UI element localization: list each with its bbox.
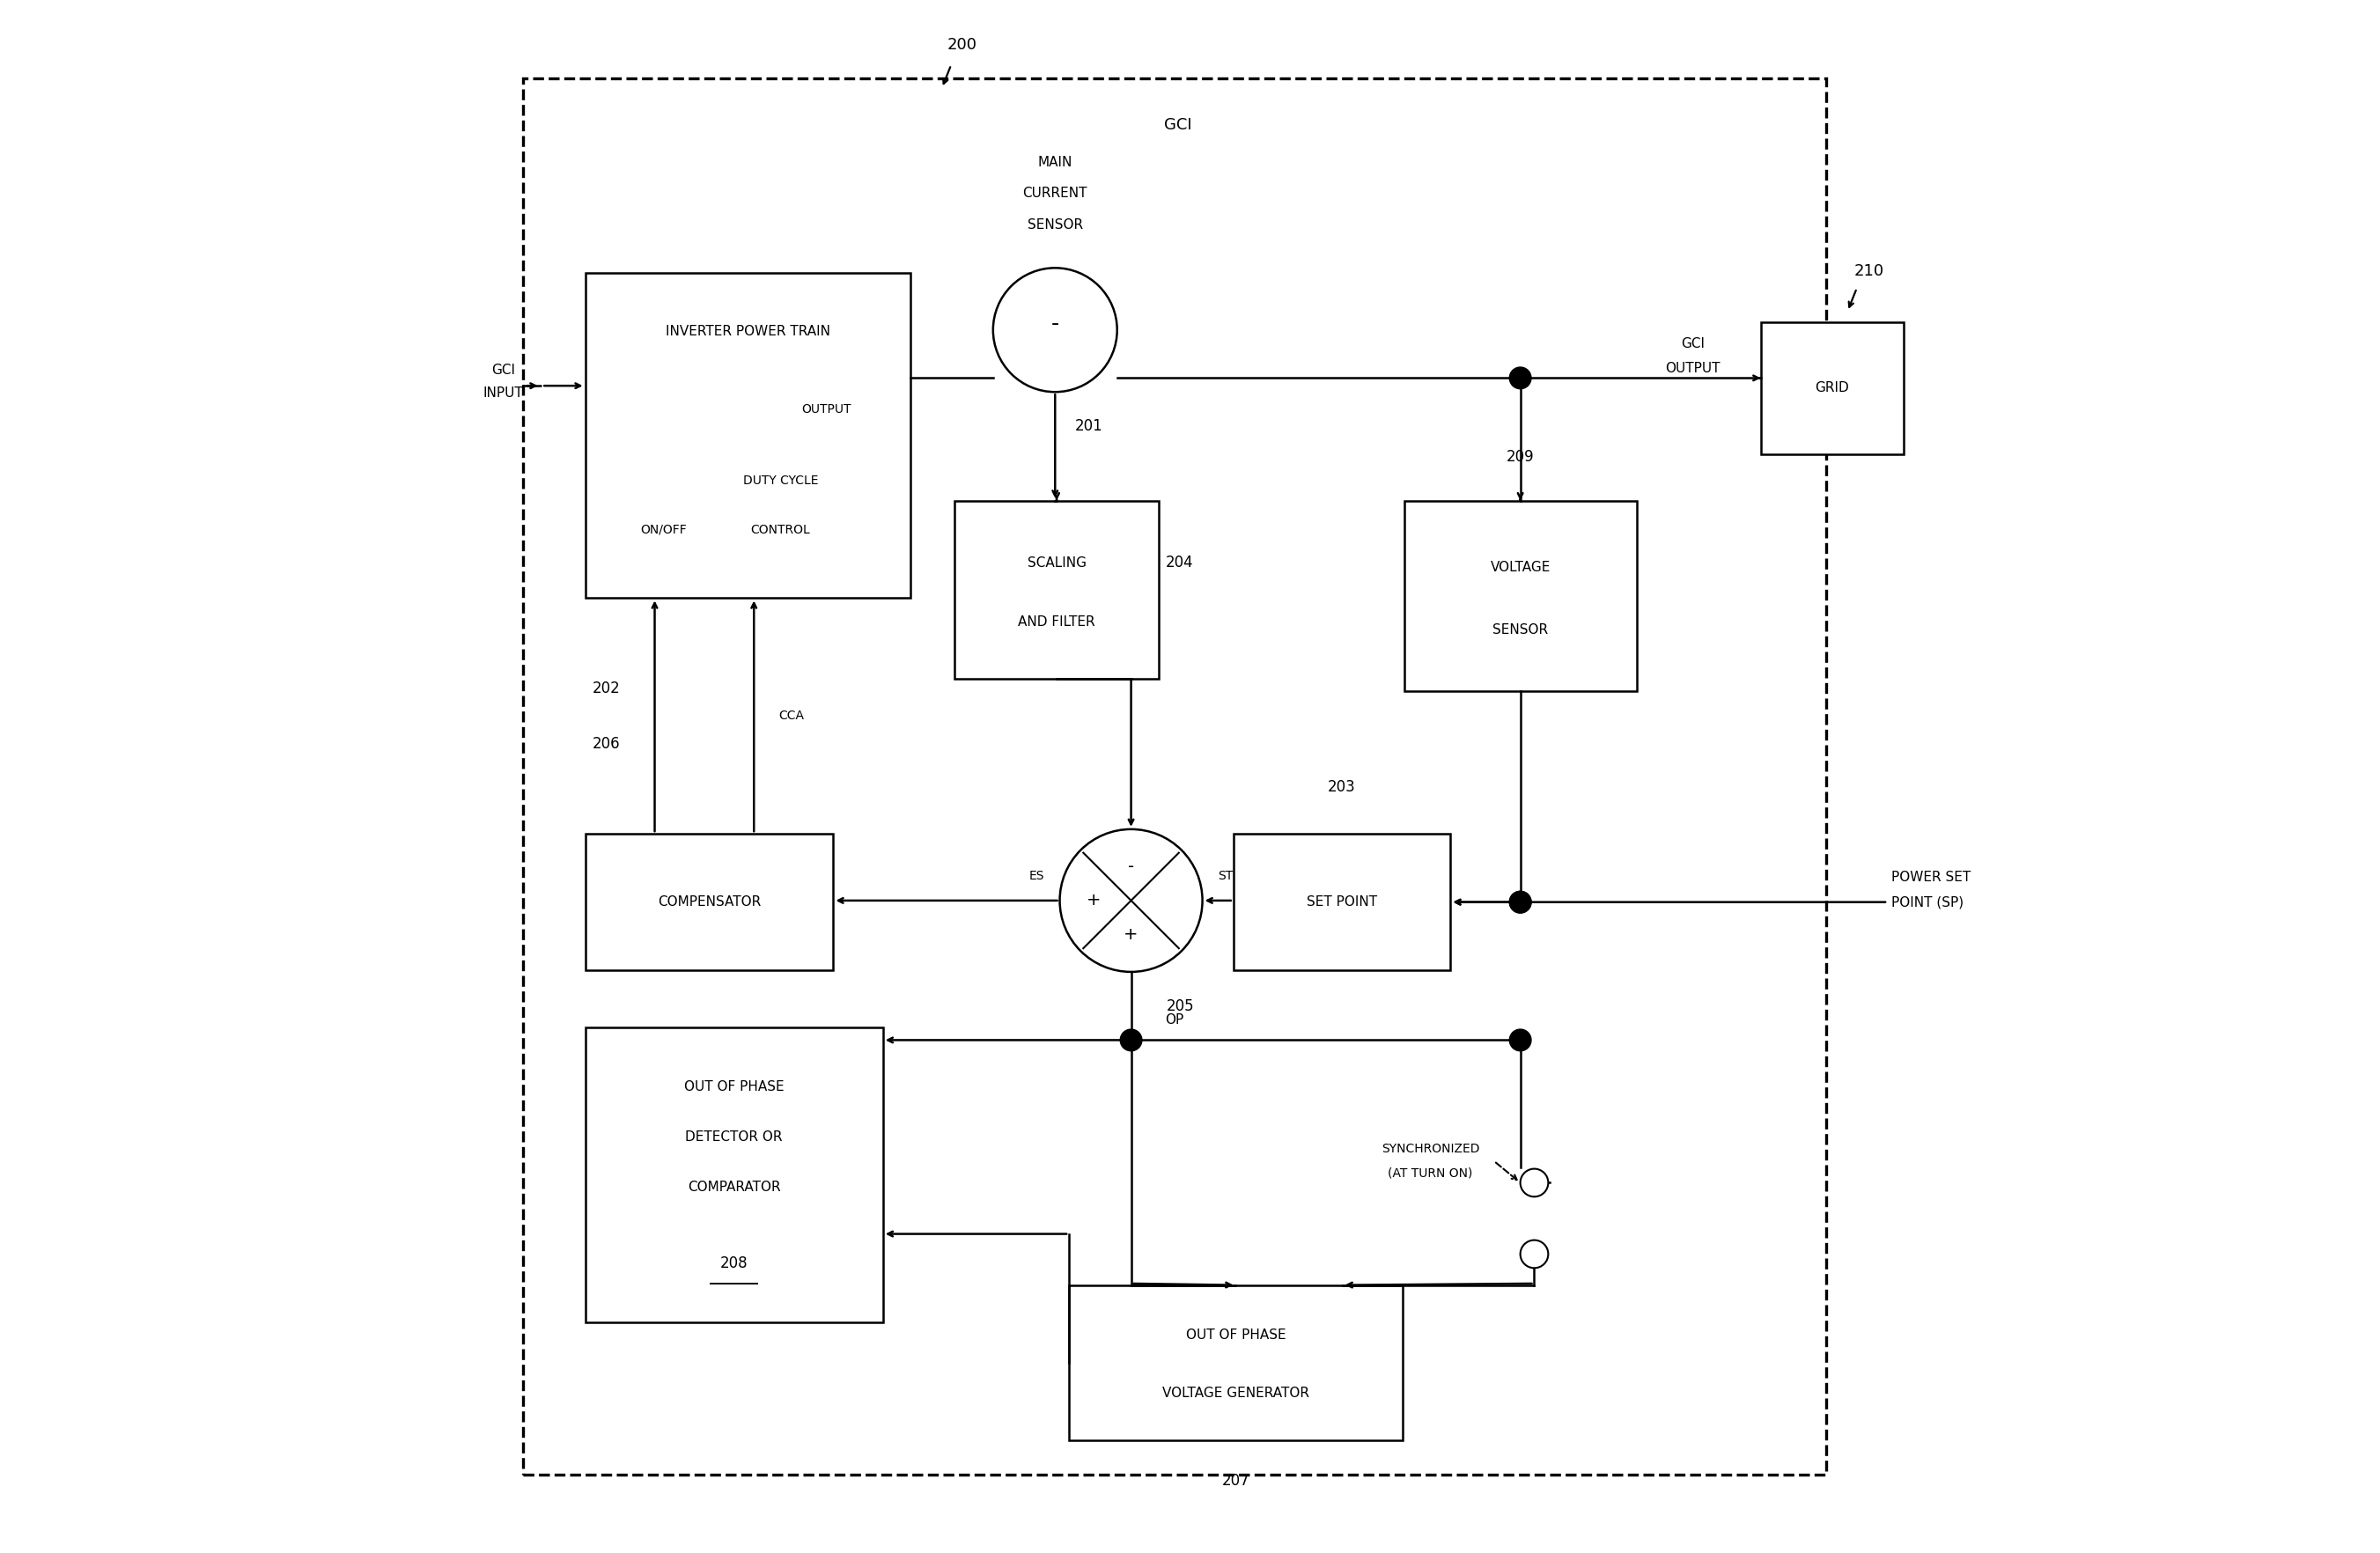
Text: POINT (SP): POINT (SP) (1892, 896, 1964, 909)
Text: OUT OF PHASE: OUT OF PHASE (683, 1079, 783, 1093)
Text: 203: 203 (1328, 780, 1357, 795)
Text: -: - (1052, 314, 1059, 334)
FancyBboxPatch shape (585, 273, 912, 598)
Text: OUT OF PHASE: OUT OF PHASE (1185, 1328, 1285, 1342)
Circle shape (1521, 1241, 1549, 1269)
Text: ON/OFF: ON/OFF (640, 523, 685, 536)
Text: INVERTER POWER TRAIN: INVERTER POWER TRAIN (666, 325, 831, 339)
Text: 208: 208 (721, 1255, 747, 1272)
Text: DETECTOR OR: DETECTOR OR (685, 1131, 783, 1143)
Text: 209: 209 (1507, 449, 1535, 464)
Text: SET POINT: SET POINT (1307, 896, 1378, 909)
Circle shape (1521, 1169, 1549, 1197)
Text: DUTY CYCLE: DUTY CYCLE (743, 475, 819, 488)
Text: 207: 207 (1221, 1472, 1250, 1488)
Text: OUTPUT: OUTPUT (802, 404, 852, 416)
Text: GRID: GRID (1816, 382, 1849, 394)
Circle shape (992, 269, 1116, 391)
Text: COMPENSATOR: COMPENSATOR (657, 896, 762, 909)
Text: 206: 206 (593, 736, 621, 752)
FancyBboxPatch shape (585, 1028, 883, 1322)
Text: +: + (1123, 927, 1138, 943)
Text: 205: 205 (1166, 999, 1195, 1014)
Text: 202: 202 (593, 680, 621, 696)
Text: OUTPUT: OUTPUT (1666, 362, 1721, 376)
FancyBboxPatch shape (1404, 500, 1637, 691)
FancyBboxPatch shape (1761, 321, 1904, 453)
FancyBboxPatch shape (1233, 834, 1449, 971)
Text: OP: OP (1166, 1014, 1183, 1027)
Text: +: + (1088, 891, 1102, 909)
Text: VOLTAGE: VOLTAGE (1490, 561, 1549, 575)
Text: POWER SET: POWER SET (1892, 871, 1971, 884)
Circle shape (1121, 1030, 1142, 1051)
Text: SENSOR: SENSOR (1028, 217, 1083, 231)
Text: 200: 200 (947, 37, 978, 53)
Text: COMPARATOR: COMPARATOR (688, 1180, 781, 1193)
Text: AND FILTER: AND FILTER (1019, 615, 1095, 629)
Circle shape (1509, 1030, 1530, 1051)
Text: MAIN: MAIN (1038, 155, 1073, 169)
FancyBboxPatch shape (954, 500, 1159, 679)
Text: CONTROL: CONTROL (750, 523, 812, 536)
Circle shape (1509, 891, 1530, 913)
Text: CCA: CCA (778, 710, 804, 722)
Text: CURRENT: CURRENT (1023, 186, 1088, 200)
Text: (AT TURN ON): (AT TURN ON) (1388, 1168, 1473, 1180)
Text: 204: 204 (1166, 554, 1192, 572)
Text: SENSOR: SENSOR (1492, 624, 1547, 637)
Text: 201: 201 (1076, 418, 1104, 433)
Text: GCI: GCI (1680, 337, 1704, 351)
Text: GCI: GCI (1164, 118, 1192, 134)
Text: -: - (1128, 857, 1135, 874)
Text: SYNCHRONIZED: SYNCHRONIZED (1380, 1143, 1480, 1155)
FancyBboxPatch shape (585, 834, 833, 971)
Text: GCI: GCI (490, 363, 514, 377)
Text: ST: ST (1219, 870, 1233, 882)
Text: ES: ES (1028, 870, 1045, 882)
Circle shape (1509, 367, 1530, 388)
Circle shape (1509, 891, 1530, 913)
FancyBboxPatch shape (1069, 1284, 1402, 1440)
Text: 210: 210 (1854, 262, 1885, 280)
Text: VOLTAGE GENERATOR: VOLTAGE GENERATOR (1161, 1387, 1309, 1401)
Text: SCALING: SCALING (1028, 556, 1085, 570)
Text: INPUT: INPUT (483, 387, 524, 401)
Circle shape (1059, 829, 1202, 972)
